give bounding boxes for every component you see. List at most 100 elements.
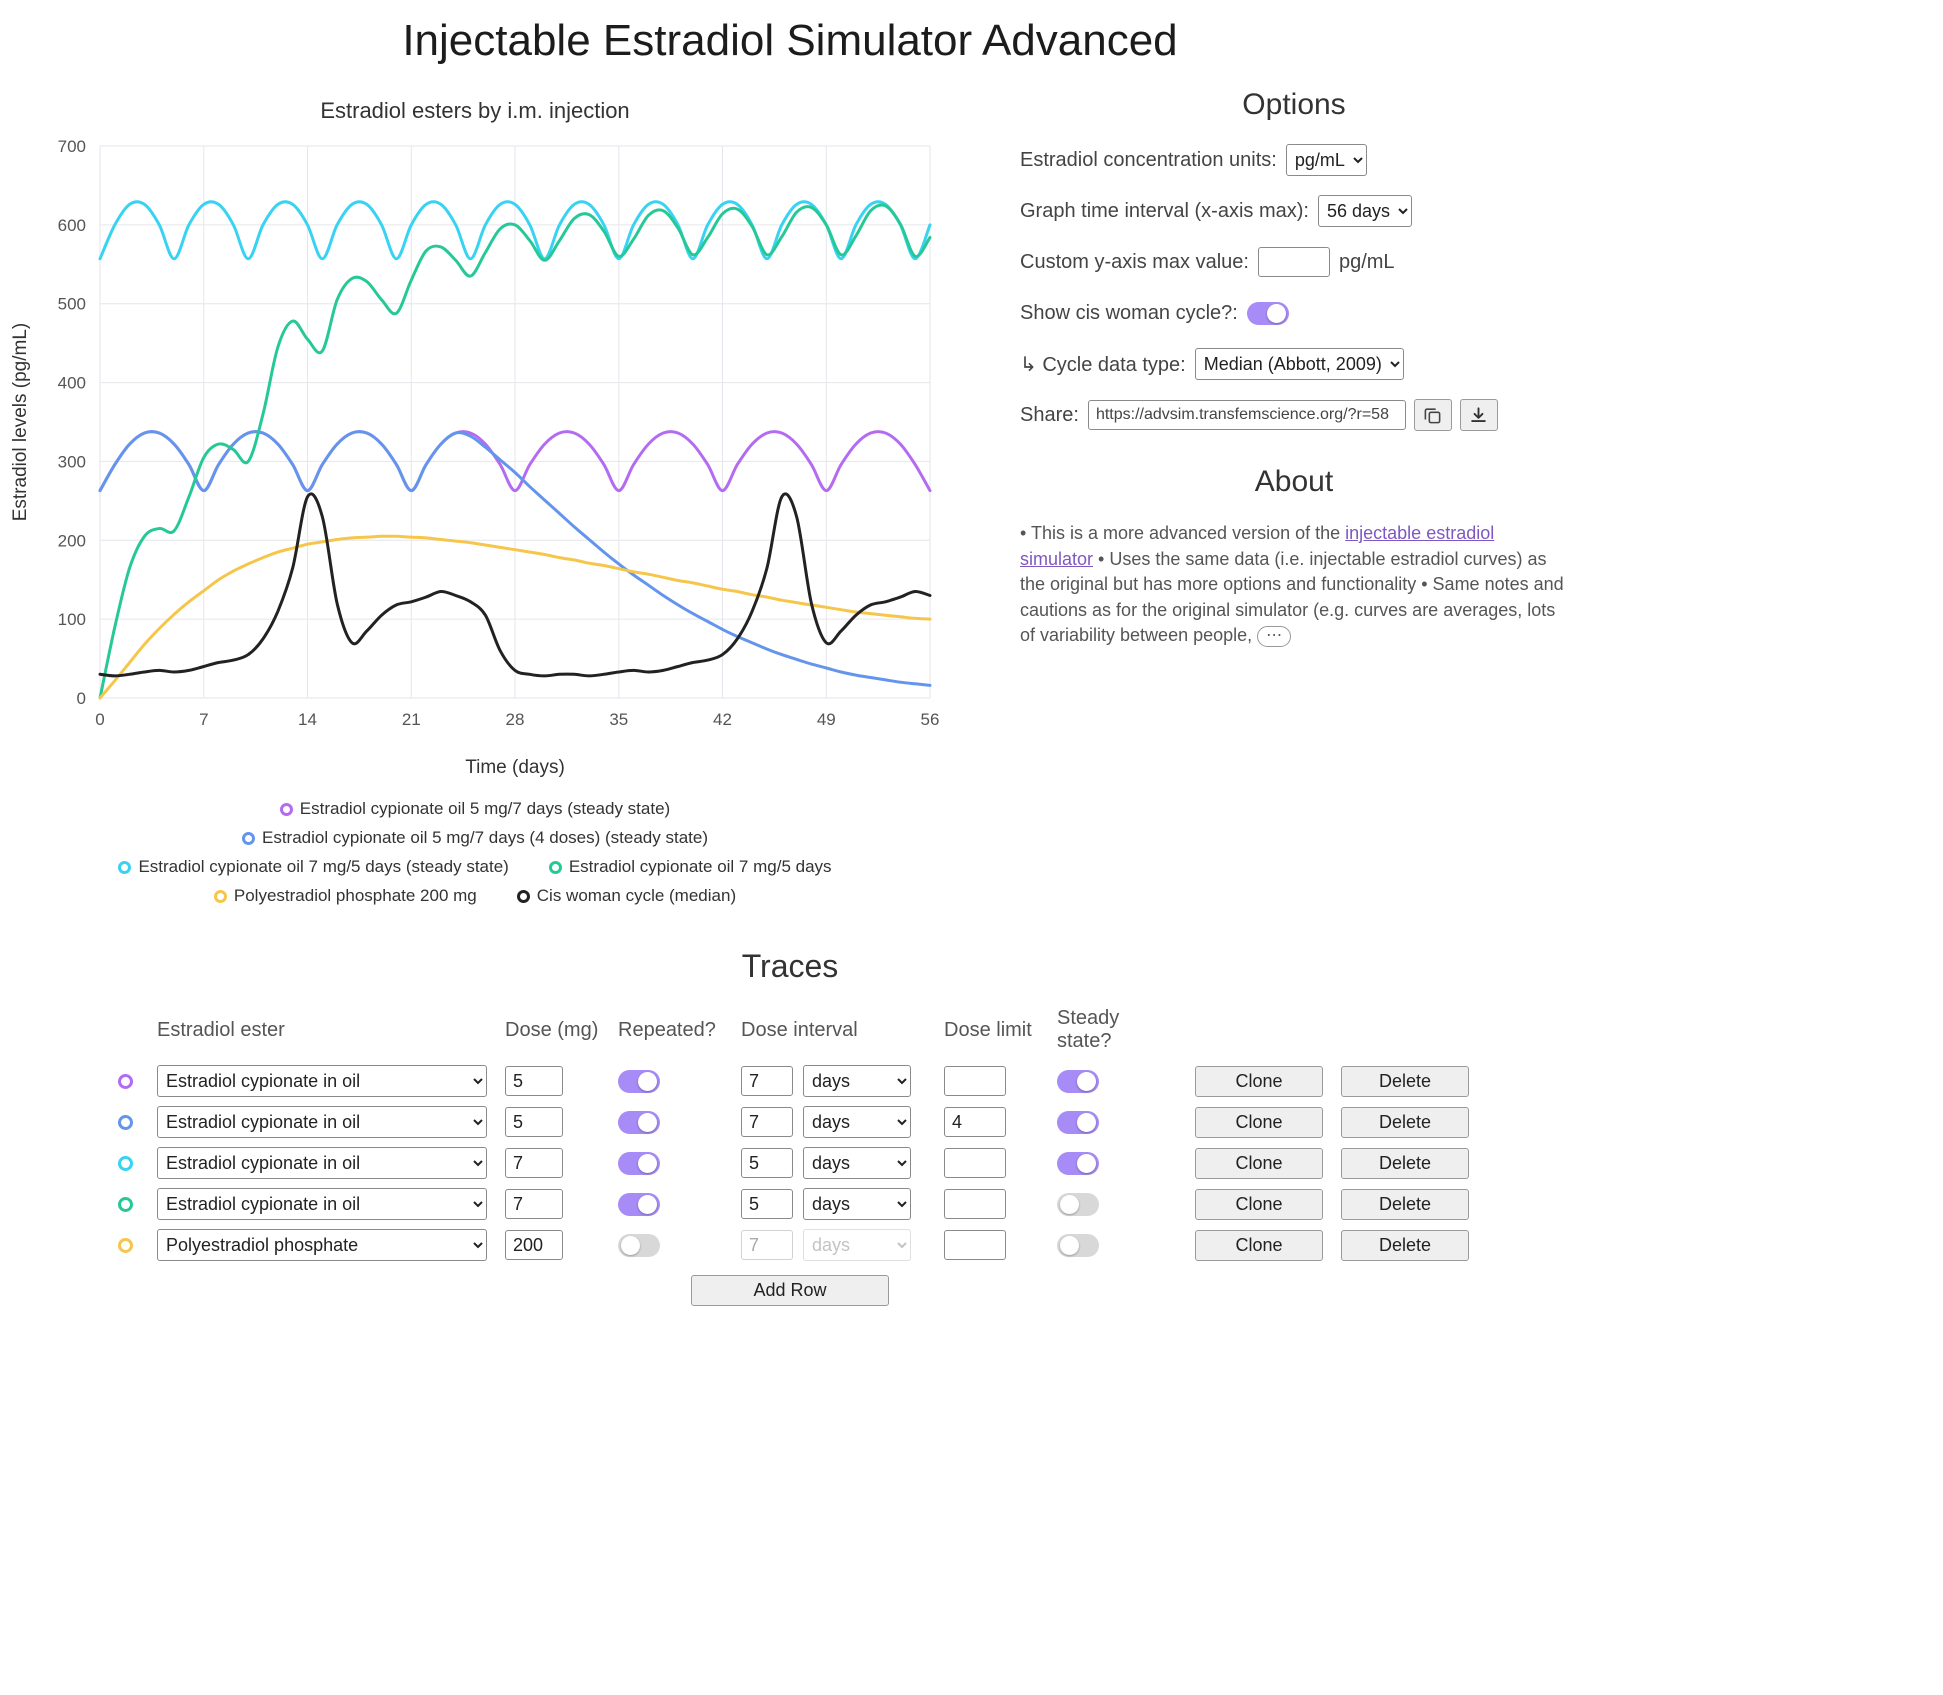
trace-steady-toggle[interactable] [1057, 1233, 1099, 1257]
add-row-button[interactable]: Add Row [691, 1275, 889, 1306]
trace-interval-input[interactable] [741, 1230, 793, 1260]
trace-ester-select[interactable]: Estradiol cypionate in oil [157, 1188, 487, 1220]
trace-ester-select[interactable]: Estradiol cypionate in oil [157, 1147, 487, 1179]
download-icon [1471, 406, 1487, 422]
legend-item[interactable]: Estradiol cypionate oil 5 mg/7 days (ste… [279, 799, 670, 819]
options-panel: Options Estradiol concentration units: p… [1020, 76, 1568, 649]
ymax-unit: pg/mL [1338, 250, 1395, 273]
delete-button[interactable]: Delete [1341, 1147, 1469, 1179]
trace-interval-input[interactable] [741, 1189, 793, 1219]
cycle-type-select[interactable]: Median (Abbott, 2009) [1194, 348, 1404, 380]
col-repeated-header: Repeated? [618, 1018, 716, 1041]
toggle-knob [638, 1071, 657, 1091]
toggle-knob [1060, 1194, 1079, 1214]
trace-interval-input[interactable] [741, 1148, 793, 1178]
legend-marker [548, 860, 562, 874]
download-button[interactable] [1459, 399, 1498, 431]
trace-interval-unit-select[interactable]: days [803, 1188, 911, 1220]
trace-dose-input[interactable] [505, 1148, 563, 1178]
chart-section: Estradiol esters by i.m. injection 0 100 2… [0, 76, 985, 906]
share-label: Share: [1020, 403, 1079, 426]
copy-button[interactable] [1413, 399, 1452, 431]
trace-row: Estradiol cypionate in oil days Clone De… [111, 1065, 1469, 1097]
trace-interval-unit-select[interactable]: days [803, 1065, 911, 1097]
svg-text:35: 35 [609, 710, 628, 729]
clone-button[interactable]: Clone [1195, 1106, 1323, 1138]
toggle-knob [621, 1235, 640, 1255]
legend-marker [242, 831, 255, 845]
ymax-input[interactable] [1257, 247, 1330, 277]
svg-text:14: 14 [298, 710, 317, 729]
main-area: Estradiol esters by i.m. injection 0 100 2… [0, 76, 1580, 906]
svg-text:Time (days): Time (days) [465, 757, 565, 778]
trace-steady-toggle[interactable] [1057, 1192, 1099, 1216]
units-select[interactable]: pg/mL [1285, 144, 1367, 176]
expand-about-button[interactable]: ⋯ [1257, 625, 1292, 647]
toggle-knob [1266, 303, 1286, 323]
trace-repeated-toggle[interactable] [618, 1233, 660, 1257]
trace-repeated-toggle[interactable] [618, 1069, 660, 1093]
app-container: Injectable Estradiol Simulator Advanced … [0, 16, 1580, 1336]
trace-dose-input[interactable] [505, 1189, 563, 1219]
trace-limit-input[interactable] [944, 1107, 1006, 1137]
toggle-knob [1077, 1112, 1096, 1132]
ymax-label: Custom y-axis max value: [1020, 250, 1249, 273]
trace-repeated-toggle[interactable] [618, 1192, 660, 1216]
legend-item[interactable]: Estradiol cypionate oil 5 mg/7 days (4 d… [242, 828, 708, 848]
cycle-type-label: ↳ Cycle data type: [1020, 353, 1186, 376]
trace-repeated-toggle[interactable] [618, 1151, 660, 1175]
trace-row: Estradiol cypionate in oil days Clone De… [111, 1188, 1469, 1220]
col-steady-header: Steady state? [1057, 1007, 1120, 1052]
clone-button[interactable]: Clone [1195, 1065, 1323, 1097]
trace-limit-input[interactable] [944, 1148, 1006, 1178]
trace-row: Polyestradiol phosphate days Clone Delet… [111, 1229, 1469, 1261]
page-title: Injectable Estradiol Simulator Advanced [402, 16, 1178, 65]
trace-steady-toggle[interactable] [1057, 1069, 1099, 1093]
svg-text:600: 600 [58, 216, 86, 235]
svg-text:49: 49 [817, 710, 836, 729]
trace-interval-unit-select[interactable]: days [803, 1106, 911, 1138]
clone-button[interactable]: Clone [1195, 1229, 1323, 1261]
trace-color-dot [117, 1196, 133, 1212]
trace-dose-input[interactable] [505, 1230, 563, 1260]
trace-color-dot [117, 1155, 133, 1171]
legend-item[interactable]: Estradiol cypionate oil 7 mg/5 days [548, 857, 832, 877]
cycle-toggle[interactable] [1246, 301, 1289, 325]
about-text-part: • Uses the same data (i.e. injectable es… [1020, 548, 1564, 646]
trace-limit-input[interactable] [944, 1230, 1006, 1260]
trace-limit-input[interactable] [944, 1066, 1006, 1096]
trace-row: Estradiol cypionate in oil days Clone De… [111, 1106, 1469, 1138]
delete-button[interactable]: Delete [1341, 1106, 1469, 1138]
trace-interval-input[interactable] [741, 1066, 793, 1096]
simulator-link[interactable]: injectable estradiol simulator [1020, 523, 1495, 569]
trace-dose-input[interactable] [505, 1107, 563, 1137]
legend-label: Estradiol cypionate oil 7 mg/5 days [568, 857, 832, 876]
clone-button[interactable]: Clone [1195, 1188, 1323, 1220]
trace-ester-select[interactable]: Estradiol cypionate in oil [157, 1065, 487, 1097]
svg-text:0: 0 [77, 689, 86, 708]
delete-button[interactable]: Delete [1341, 1065, 1469, 1097]
chart-title: Estradiol esters by i.m. injection [320, 98, 630, 123]
delete-button[interactable]: Delete [1341, 1229, 1469, 1261]
trace-interval-unit-select[interactable]: days [803, 1147, 911, 1179]
col-ester-header: Estradiol ester [157, 1018, 285, 1041]
trace-interval-input[interactable] [741, 1107, 793, 1137]
legend-item[interactable]: Polyestradiol phosphate 200 mg [213, 886, 477, 906]
trace-dose-input[interactable] [505, 1066, 563, 1096]
time-interval-select[interactable]: 56 days [1317, 195, 1412, 227]
trace-steady-toggle[interactable] [1057, 1110, 1099, 1134]
legend-marker [279, 802, 293, 816]
legend-item[interactable]: Cis woman cycle (median) [516, 886, 736, 906]
share-input[interactable] [1087, 400, 1406, 430]
trace-interval-unit-select[interactable]: days [803, 1229, 911, 1261]
trace-repeated-toggle[interactable] [618, 1110, 660, 1134]
trace-limit-input[interactable] [944, 1189, 1006, 1219]
svg-text:56: 56 [921, 710, 940, 729]
clone-button[interactable]: Clone [1195, 1147, 1323, 1179]
trace-steady-toggle[interactable] [1057, 1151, 1099, 1175]
trace-ester-select[interactable]: Estradiol cypionate in oil [157, 1106, 487, 1138]
toggle-knob [638, 1153, 657, 1173]
delete-button[interactable]: Delete [1341, 1188, 1469, 1220]
trace-ester-select[interactable]: Polyestradiol phosphate [157, 1229, 487, 1261]
legend-item[interactable]: Estradiol cypionate oil 7 mg/5 days (ste… [118, 857, 509, 877]
